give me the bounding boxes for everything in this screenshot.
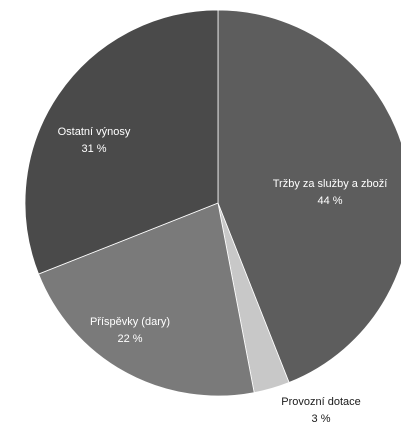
slice-label: Tržby za služby a zboží [273, 178, 388, 190]
slice-percent-label: 44 % [317, 195, 342, 207]
slice-label: Provozní dotace [281, 396, 361, 408]
slice-percent-label: 22 % [117, 333, 142, 345]
slice-label: Příspěvky (dary) [90, 316, 170, 328]
slice-percent-label: 31 % [81, 143, 106, 155]
pie-slice [38, 202, 255, 397]
pie-labels: Tržby za služby a zboží 44 % Provozní dota… [58, 126, 388, 423]
pie-slice [24, 9, 219, 275]
slice-label: Ostatní výnosy [58, 126, 131, 138]
pie-slice [217, 9, 401, 383]
pie-slices [24, 9, 401, 397]
slice-percent-label: 3 % [312, 413, 331, 423]
